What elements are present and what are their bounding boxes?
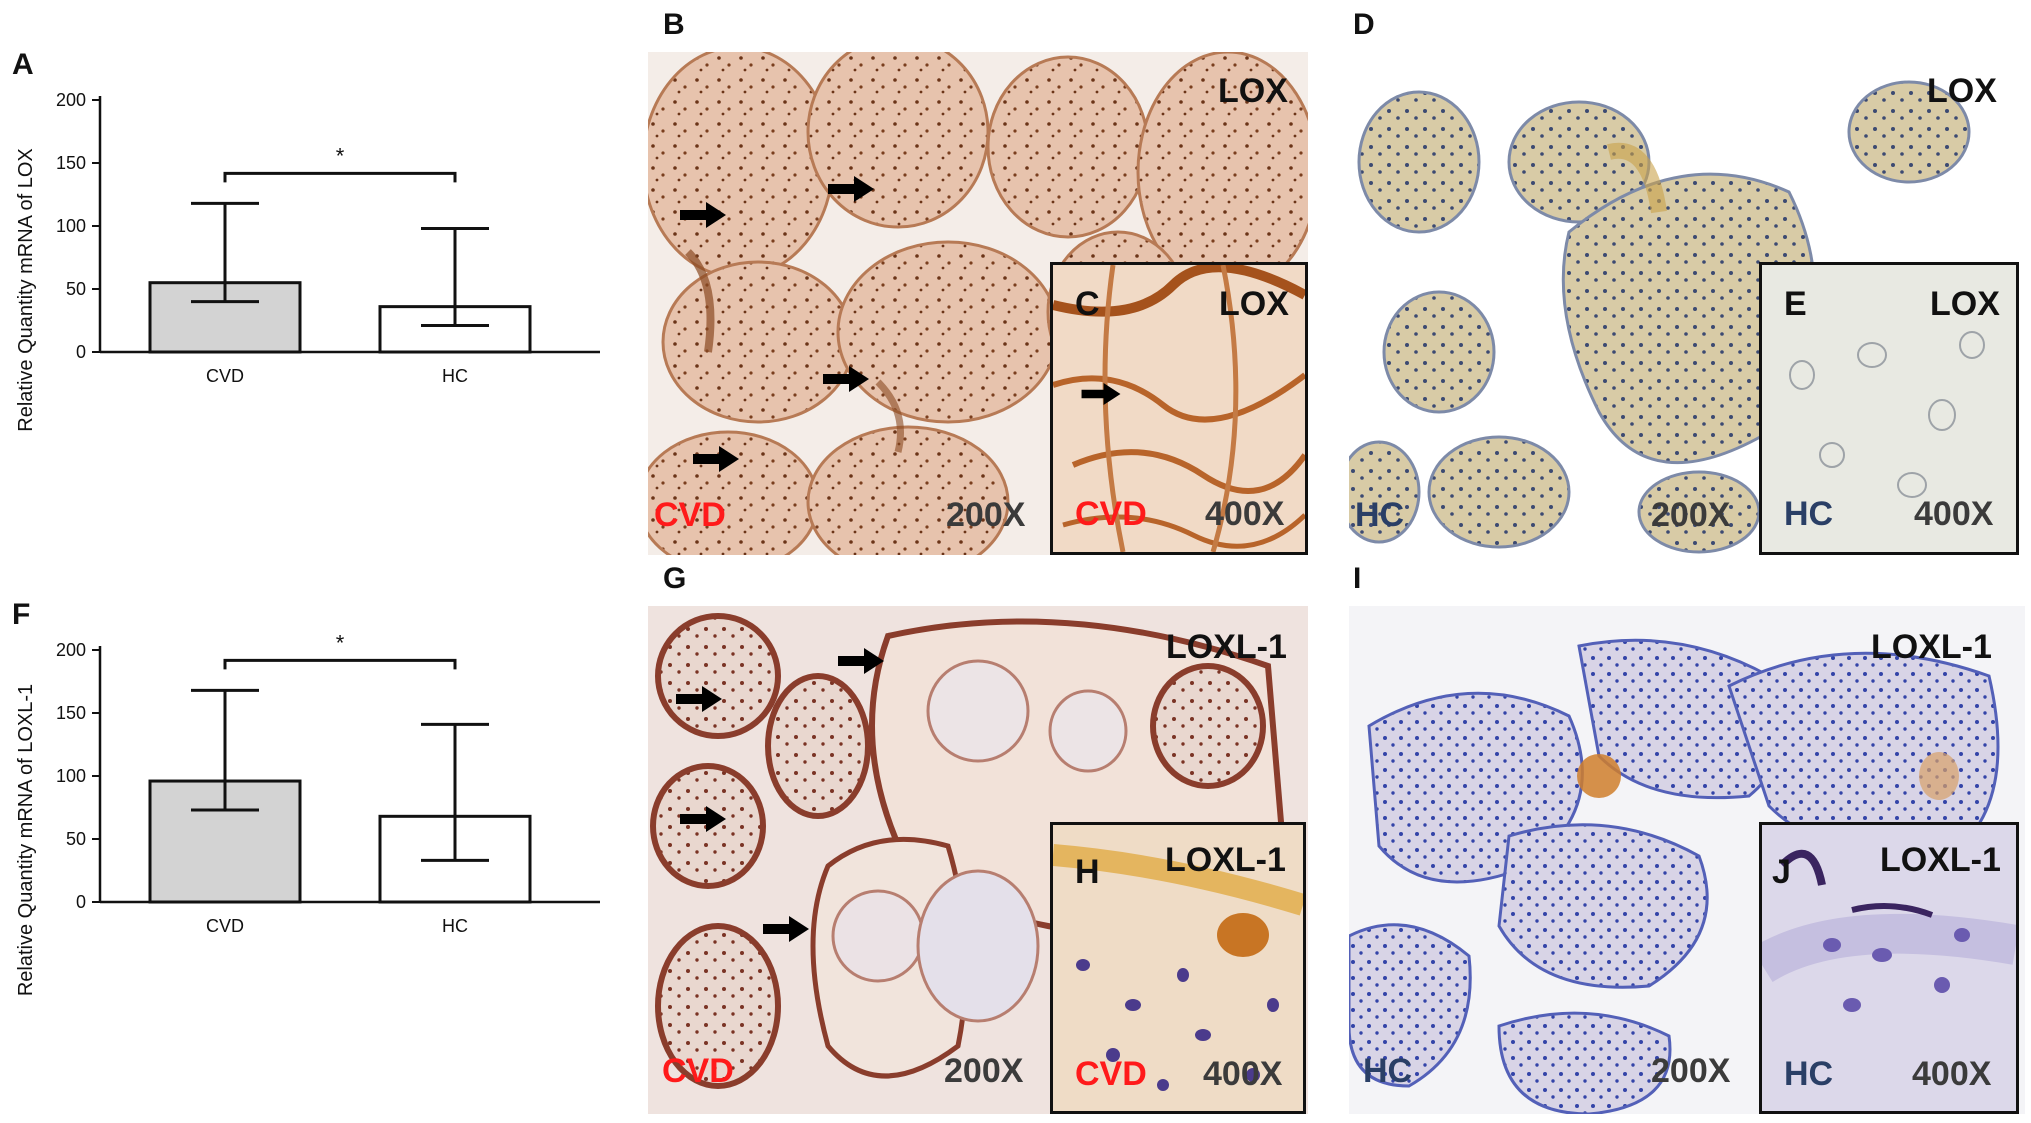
marker-label: LOXL-1 bbox=[1166, 628, 1287, 666]
micrograph-i-loxl1-hc: LOXL-1 HC 200X J LOXL-1 HC 400X bbox=[1349, 606, 2025, 1114]
y-tick-label: 0 bbox=[76, 342, 86, 362]
tissue-stain-image bbox=[1053, 825, 1303, 1111]
y-tick-label: 150 bbox=[56, 703, 86, 723]
panel-letter-e: E bbox=[1784, 285, 1807, 323]
marker-label: LOX bbox=[1218, 72, 1288, 110]
magnification-label: 400X bbox=[1203, 1055, 1283, 1093]
arrow-icon bbox=[1081, 383, 1121, 405]
y-tick-label: 100 bbox=[56, 216, 86, 236]
significance-bracket bbox=[223, 658, 457, 670]
marker-label: LOX bbox=[1219, 285, 1289, 323]
y-tick-label: 200 bbox=[56, 90, 86, 110]
group-label: CVD bbox=[1075, 495, 1147, 533]
tissue-stain-image bbox=[1053, 265, 1305, 552]
arrow-icon bbox=[838, 648, 884, 674]
tissue-stain-image bbox=[1762, 265, 2016, 552]
group-label: CVD bbox=[662, 1052, 734, 1090]
x-tick-label: HC bbox=[442, 366, 468, 386]
tissue-stain-image bbox=[1762, 825, 2016, 1111]
significance-star: * bbox=[336, 630, 345, 655]
arrow-icon bbox=[676, 686, 722, 712]
significance-bracket bbox=[223, 171, 457, 183]
inset-c-lox-cvd: C LOX CVD 400X bbox=[1050, 262, 1308, 555]
chart-panel-f: Relative Quantity mRNA of LOXL-1 0 50 100 1… bbox=[0, 610, 630, 1075]
micrograph-d-lox-hc: LOX HC 200X E LOX HC 400X bbox=[1349, 52, 2025, 555]
inset-j-loxl1-hc: J LOXL-1 HC 400X bbox=[1759, 822, 2019, 1114]
x-tick-label: CVD bbox=[206, 366, 244, 386]
magnification-label: 200X bbox=[946, 496, 1026, 534]
magnification-label: 200X bbox=[1651, 496, 1731, 534]
arrow-icon bbox=[828, 176, 874, 202]
panel-letter-c: C bbox=[1075, 285, 1100, 323]
marker-label: LOX bbox=[1930, 285, 2000, 323]
group-label: CVD bbox=[1075, 1055, 1147, 1093]
magnification-label: 200X bbox=[1651, 1052, 1731, 1090]
panel-letter-a: A bbox=[12, 48, 34, 81]
panel-letter-h: H bbox=[1075, 853, 1100, 891]
chart-a-y-axis-label: Relative Quantity mRNA of LOX bbox=[15, 148, 37, 431]
group-label: CVD bbox=[654, 496, 726, 534]
panel-letter-j: J bbox=[1772, 853, 1791, 891]
arrow-icon bbox=[680, 806, 726, 832]
marker-label: LOXL-1 bbox=[1165, 841, 1286, 879]
group-label: HC bbox=[1363, 1052, 1413, 1090]
arrow-icon bbox=[763, 916, 809, 942]
marker-label: LOXL-1 bbox=[1871, 628, 1992, 666]
y-tick-label: 200 bbox=[56, 640, 86, 660]
micrograph-g-loxl1-cvd: LOXL-1 CVD 200X H LOXL-1 CVD 400X bbox=[648, 606, 1308, 1114]
group-label: HC bbox=[1355, 496, 1405, 534]
y-tick-label: 100 bbox=[56, 766, 86, 786]
chart-panel-a: Relative Quantity mRNA of LOX 0 50 100 150 2… bbox=[0, 60, 630, 525]
arrow-icon bbox=[823, 366, 869, 392]
magnification-label: 400X bbox=[1914, 495, 1994, 533]
x-tick-label: CVD bbox=[206, 916, 244, 936]
arrow-icon bbox=[680, 202, 726, 228]
y-tick-label: 0 bbox=[76, 892, 86, 912]
group-label: HC bbox=[1784, 495, 1834, 533]
panel-letter-f: F bbox=[12, 598, 31, 631]
x-tick-label: HC bbox=[442, 916, 468, 936]
bar-chart-loxl1: Relative Quantity mRNA of LOXL-1 0 50 100 1… bbox=[15, 630, 600, 996]
marker-label: LOXL-1 bbox=[1880, 841, 2001, 879]
magnification-label: 200X bbox=[944, 1052, 1024, 1090]
y-tick-label: 150 bbox=[56, 153, 86, 173]
panel-letter-g: G bbox=[663, 562, 687, 595]
tissue-stain-image bbox=[648, 606, 1308, 1114]
group-label: HC bbox=[1784, 1055, 1834, 1093]
bar-chart-lox: Relative Quantity mRNA of LOX 0 50 100 150 2… bbox=[15, 90, 600, 432]
y-tick-label: 50 bbox=[66, 829, 86, 849]
micrograph-b-lox-cvd: LOX CVD 200X C LOX CVD 400X bbox=[648, 52, 1308, 555]
marker-label: LOX bbox=[1927, 72, 1997, 110]
inset-e-lox-hc: E LOX HC 400X bbox=[1759, 262, 2019, 555]
magnification-label: 400X bbox=[1205, 495, 1285, 533]
significance-star: * bbox=[336, 143, 345, 168]
magnification-label: 400X bbox=[1912, 1055, 1992, 1093]
panel-letter-b: B bbox=[663, 8, 685, 41]
arrow-icon bbox=[693, 446, 739, 472]
y-tick-label: 50 bbox=[66, 279, 86, 299]
inset-h-loxl1-cvd: H LOXL-1 CVD 400X bbox=[1050, 822, 1306, 1114]
panel-letter-i: I bbox=[1353, 562, 1362, 595]
chart-f-y-axis-label: Relative Quantity mRNA of LOXL-1 bbox=[15, 684, 37, 996]
panel-letter-d: D bbox=[1353, 8, 1375, 41]
